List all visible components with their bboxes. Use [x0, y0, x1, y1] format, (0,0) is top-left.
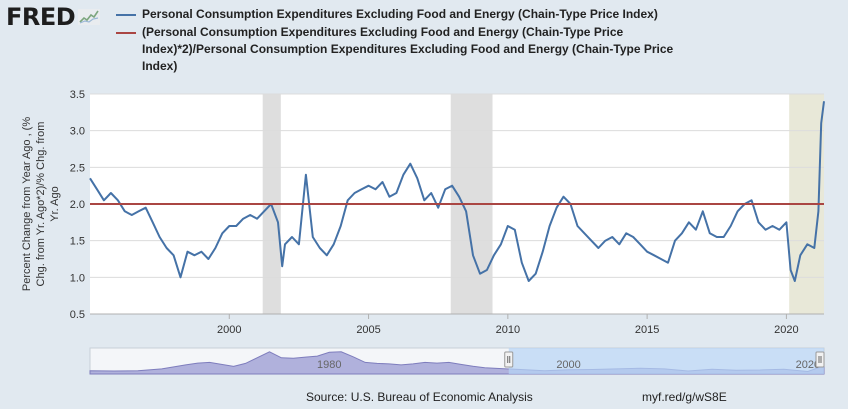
- x-tick-label: 2005: [356, 324, 380, 336]
- legend-swatch-series-1: [116, 14, 136, 16]
- y-axis-label-line: Chg. from Yr. Ago*2)/% Chg. from: [35, 122, 47, 287]
- trend-line-icon: [78, 9, 101, 25]
- source-note: Source: U.S. Bureau of Economic Analysis: [306, 390, 533, 404]
- legend-item-series-1[interactable]: Personal Consumption Expenditures Exclud…: [116, 6, 696, 23]
- legend-swatch-series-2: [116, 32, 136, 34]
- navigator-handle-right[interactable]: [815, 351, 825, 368]
- y-axis-label-line: Percent Change from Year Ago , (%: [21, 117, 33, 291]
- y-tick-label: 3.0: [70, 126, 85, 138]
- navigator-tick-label: 2020: [796, 359, 820, 371]
- legend-label-series-1: Personal Consumption Expenditures Exclud…: [142, 7, 658, 21]
- fred-logo[interactable]: FRED: [6, 3, 101, 31]
- y-tick-label: 2.0: [70, 199, 85, 211]
- chart-legend: Personal Consumption Expenditures Exclud…: [116, 6, 696, 76]
- x-tick-label: 2015: [635, 324, 659, 336]
- y-tick-label: 2.5: [70, 162, 85, 174]
- y-tick-label: 1.5: [70, 236, 85, 248]
- y-axis-label: Percent Change from Year Ago , (% Chg. fr…: [21, 117, 61, 291]
- y-axis-label-line: Yr. Ago: [49, 186, 61, 221]
- short-url-link[interactable]: myf.red/g/wS8E: [642, 390, 727, 404]
- y-tick-label: 3.5: [70, 89, 85, 101]
- logo-text: FRED: [6, 3, 76, 31]
- y-tick-label: 1.0: [70, 272, 85, 284]
- x-tick-label: 2020: [774, 324, 798, 336]
- x-tick-label: 2010: [496, 324, 520, 336]
- legend-label-series-2: (Personal Consumption Expenditures Exclu…: [142, 25, 674, 73]
- x-tick-label: 2000: [217, 324, 241, 336]
- navigator-handle-left[interactable]: [504, 351, 514, 368]
- legend-item-series-2[interactable]: (Personal Consumption Expenditures Exclu…: [116, 24, 696, 75]
- navigator-selection: [508, 348, 824, 374]
- navigator-tick-label: 2000: [556, 359, 580, 371]
- y-tick-label: 0.5: [70, 309, 85, 321]
- navigator-tick-label: 1980: [317, 359, 341, 371]
